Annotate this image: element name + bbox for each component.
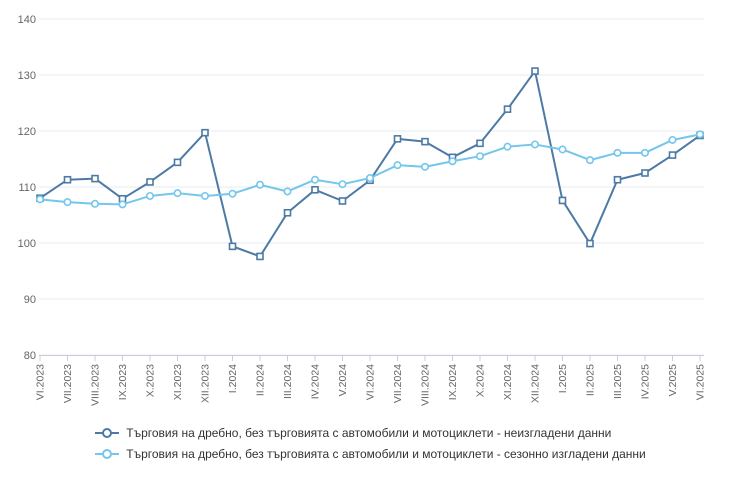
x-axis-label: X.2023 bbox=[145, 364, 157, 397]
x-axis-label: VII.2023 bbox=[62, 364, 74, 403]
data-point-unadjusted[interactable] bbox=[63, 175, 72, 184]
x-axis-label: XII.2024 bbox=[530, 364, 542, 403]
x-axis-label: X.2024 bbox=[475, 364, 487, 397]
data-point-seasonally-adjusted[interactable] bbox=[695, 130, 704, 139]
data-point-unadjusted[interactable] bbox=[668, 151, 677, 159]
data-point-unadjusted[interactable] bbox=[613, 175, 622, 184]
data-point-unadjusted[interactable] bbox=[531, 67, 539, 75]
x-axis-label: II.2024 bbox=[255, 364, 267, 396]
x-axis-label: I.2025 bbox=[557, 364, 569, 393]
legend-label-unadjusted: Търговия на дребно, без търговията с авт… bbox=[126, 426, 612, 440]
x-axis-label: I.2024 bbox=[227, 364, 239, 393]
x-axis-label: V.2025 bbox=[667, 364, 679, 396]
data-point-seasonally-adjusted[interactable] bbox=[640, 148, 649, 157]
legend-marker-seasonally-adjusted-icon bbox=[95, 449, 120, 459]
x-axis-label: VIII.2024 bbox=[420, 364, 432, 406]
data-point-seasonally-adjusted[interactable] bbox=[283, 187, 292, 196]
x-axis-label: XI.2023 bbox=[172, 364, 184, 400]
data-point-seasonally-adjusted[interactable] bbox=[146, 191, 155, 200]
data-point-unadjusted[interactable] bbox=[173, 158, 182, 167]
y-axis-label: 110 bbox=[18, 182, 36, 194]
chart-legend: Търговия на дребно, без търговията с авт… bbox=[94, 425, 646, 462]
x-axis-label: VI.2025 bbox=[695, 364, 707, 400]
data-point-unadjusted[interactable] bbox=[421, 137, 429, 146]
data-point-seasonally-adjusted[interactable] bbox=[668, 135, 677, 144]
y-axis-label: 120 bbox=[18, 126, 36, 138]
data-point-seasonally-adjusted[interactable] bbox=[585, 156, 594, 165]
data-point-seasonally-adjusted[interactable] bbox=[338, 180, 347, 189]
legend-label-seasonally-adjusted: Търговия на дребно, без търговията с авт… bbox=[126, 447, 646, 461]
data-point-seasonally-adjusted[interactable] bbox=[255, 180, 264, 189]
data-point-seasonally-adjusted[interactable] bbox=[91, 199, 100, 208]
data-point-seasonally-adjusted[interactable] bbox=[201, 191, 210, 200]
data-point-seasonally-adjusted[interactable] bbox=[420, 162, 429, 171]
data-point-unadjusted[interactable] bbox=[256, 252, 264, 261]
legend-item-seasonally-adjusted[interactable]: Търговия на дребно, без търговията с авт… bbox=[94, 446, 646, 462]
x-axis-label: IV.2025 bbox=[640, 364, 652, 399]
data-point-seasonally-adjusted[interactable] bbox=[63, 198, 72, 207]
x-axis-label: VI.2023 bbox=[35, 364, 47, 400]
y-axis-label: 90 bbox=[24, 294, 36, 306]
data-point-seasonally-adjusted[interactable] bbox=[558, 145, 567, 154]
x-axis-label: V.2024 bbox=[337, 364, 349, 396]
series-line-unadjusted bbox=[39, 70, 701, 258]
x-axis-label: III.2025 bbox=[612, 364, 624, 399]
x-axis-label: XII.2023 bbox=[200, 364, 212, 403]
data-point-seasonally-adjusted[interactable] bbox=[173, 189, 182, 198]
data-point-unadjusted[interactable] bbox=[146, 178, 154, 186]
data-point-unadjusted[interactable] bbox=[91, 174, 99, 183]
x-axis-label: IV.2024 bbox=[310, 364, 322, 399]
data-point-seasonally-adjusted[interactable] bbox=[448, 157, 457, 166]
data-point-unadjusted[interactable] bbox=[586, 239, 594, 248]
y-axis-label: 130 bbox=[18, 70, 36, 82]
x-axis-label: VIII.2023 bbox=[90, 364, 102, 406]
x-axis-label: IX.2024 bbox=[447, 364, 459, 400]
data-point-unadjusted[interactable] bbox=[338, 197, 347, 205]
x-axis-label: IX.2023 bbox=[117, 364, 129, 400]
y-axis-label: 80 bbox=[24, 350, 36, 362]
data-point-seasonally-adjusted[interactable] bbox=[530, 140, 539, 149]
data-point-unadjusted[interactable] bbox=[228, 242, 237, 251]
x-axis-label: VII.2024 bbox=[392, 364, 404, 403]
data-point-seasonally-adjusted[interactable] bbox=[228, 189, 237, 198]
data-point-seasonally-adjusted[interactable] bbox=[310, 175, 319, 184]
data-point-unadjusted[interactable] bbox=[641, 169, 649, 177]
legend-marker-unadjusted-icon bbox=[95, 428, 120, 438]
legend-item-unadjusted[interactable]: Търговия на дребно, без търговията с авт… bbox=[94, 425, 611, 441]
x-axis-label: VI.2024 bbox=[365, 364, 377, 400]
data-point-seasonally-adjusted[interactable] bbox=[118, 200, 127, 209]
data-point-unadjusted[interactable] bbox=[311, 186, 319, 194]
data-point-unadjusted[interactable] bbox=[201, 128, 209, 137]
data-point-seasonally-adjusted[interactable] bbox=[613, 148, 622, 157]
data-point-unadjusted[interactable] bbox=[283, 208, 292, 217]
data-point-seasonally-adjusted[interactable] bbox=[475, 152, 484, 161]
y-axis-label: 140 bbox=[18, 14, 36, 26]
data-point-unadjusted[interactable] bbox=[558, 196, 567, 205]
y-axis-label: 100 bbox=[18, 238, 36, 250]
x-axis-label: II.2025 bbox=[585, 364, 597, 396]
x-axis-label: XI.2024 bbox=[502, 364, 514, 400]
data-point-seasonally-adjusted[interactable] bbox=[503, 142, 512, 151]
data-point-seasonally-adjusted[interactable] bbox=[35, 195, 44, 204]
series-line-seasonally-adjusted bbox=[39, 133, 701, 206]
data-point-seasonally-adjusted[interactable] bbox=[365, 174, 374, 183]
data-point-unadjusted[interactable] bbox=[503, 105, 512, 113]
x-axis-label: III.2024 bbox=[282, 364, 294, 399]
data-point-seasonally-adjusted[interactable] bbox=[393, 161, 402, 170]
data-point-unadjusted[interactable] bbox=[393, 135, 402, 143]
data-point-unadjusted[interactable] bbox=[476, 139, 484, 148]
plot-area: 80 90 100 110 120 130 140 VI.2023 VII.2023 VIII.2… bbox=[18, 14, 707, 406]
